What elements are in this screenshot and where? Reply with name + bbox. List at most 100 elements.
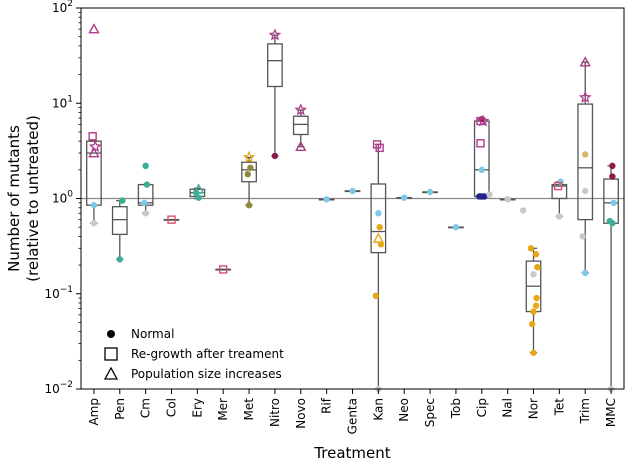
point-tet: [556, 213, 563, 220]
box-trim: [577, 61, 594, 274]
point-kan: [377, 241, 385, 248]
x-tick-label-mmc: MMC: [604, 398, 618, 427]
legend-triangle-icon: [103, 366, 119, 380]
point-kan: [376, 223, 383, 231]
box-iqr: [577, 103, 594, 221]
box-amp: [86, 140, 102, 224]
box-iqr: [267, 43, 283, 88]
point-nor: [530, 271, 537, 278]
point-met: [247, 164, 254, 172]
point-nor: [519, 207, 527, 214]
box-nitro: [267, 34, 283, 157]
legend-circle-icon: [107, 330, 115, 338]
point-kan: [372, 292, 379, 300]
x-tick-label-mer: Mer: [216, 398, 230, 421]
point-nitro: [268, 28, 282, 41]
x-tick-label-cip: Cip: [475, 398, 489, 417]
x-tick-label-rif: Rif: [320, 397, 334, 414]
point-amp: [90, 202, 98, 209]
point-trim: [579, 233, 586, 240]
point-met: [245, 202, 253, 209]
legend-square-icon: [104, 347, 118, 361]
point-tet: [553, 181, 563, 191]
box-mer: [215, 268, 232, 271]
point-mmc: [609, 173, 616, 180]
point-novo: [295, 140, 307, 151]
x-tick-label-col: Col: [165, 398, 179, 417]
point-met: [244, 170, 251, 178]
legend-item-circle: Normal: [107, 327, 174, 341]
x-tick-label-kan: Kan: [371, 398, 385, 421]
point-cip: [476, 139, 485, 148]
point-trim: [582, 187, 589, 195]
point-cip: [486, 191, 493, 198]
point-nor: [532, 302, 540, 309]
point-mer: [219, 265, 228, 274]
point-novo: [294, 103, 308, 116]
point-nor: [530, 349, 537, 356]
point-kan: [372, 232, 385, 243]
point-tob: [452, 223, 460, 231]
x-tick-label-met: Met: [242, 398, 256, 421]
x-tick-label-ery: Ery: [190, 398, 204, 418]
y-tick-label: 101: [52, 94, 73, 110]
point-nor: [534, 263, 541, 271]
point-pen: [119, 197, 126, 204]
x-tick-label-pen: Pen: [113, 398, 127, 420]
point-mmc: [610, 199, 617, 207]
x-tick-label-nor: Nor: [527, 398, 541, 419]
point-trim: [582, 151, 589, 158]
point-nor: [527, 245, 535, 252]
point-cm: [141, 199, 148, 207]
y-tick-label: 10−2: [44, 380, 73, 396]
point-nor: [529, 320, 536, 328]
point-ery: [195, 194, 202, 201]
point-cm: [142, 210, 149, 217]
box-iqr: [473, 120, 490, 198]
point-amp: [88, 147, 100, 158]
point-nal: [504, 196, 511, 203]
point-nor: [532, 251, 540, 258]
x-tick-label-tet: Tet: [552, 398, 566, 417]
point-nitro: [271, 152, 279, 160]
point-col: [167, 215, 176, 224]
point-trim: [582, 269, 589, 277]
legend-label: Normal: [131, 327, 174, 341]
point-kan: [375, 210, 382, 217]
point-neo: [401, 194, 408, 201]
box-iqr: [241, 161, 257, 183]
box-pen: [111, 199, 128, 260]
legend-label: Population size increases: [131, 367, 282, 381]
box-iqr: [292, 115, 309, 136]
point-pen: [116, 256, 123, 263]
box-col: [163, 218, 180, 221]
point-ery: [192, 189, 200, 196]
point-amp: [90, 220, 98, 227]
point-cm: [143, 181, 151, 188]
box-cip: [473, 117, 490, 198]
point-rif: [323, 196, 330, 203]
x-tick-label-cm: Cm: [139, 398, 153, 418]
x-tick-label-spec: Spec: [423, 398, 437, 427]
legend-item-triangle: Population size increases: [103, 366, 282, 381]
point-trim: [579, 56, 591, 67]
x-tick-label-amp: Amp: [87, 398, 101, 426]
y-tick-label: 102: [52, 0, 73, 15]
x-tick-label-novo: Novo: [294, 398, 308, 429]
point-nor: [533, 294, 540, 302]
point-nor: [530, 308, 537, 315]
legend-label: Re-growth after treament: [131, 347, 284, 361]
point-cip: [476, 116, 485, 126]
x-tick-label-neo: Neo: [397, 398, 411, 422]
x-tick-label-tob: Tob: [449, 398, 463, 419]
point-mmc: [609, 162, 616, 170]
y-tick-label: 10−1: [44, 285, 73, 301]
point-cm: [142, 162, 149, 170]
point-kan: [375, 143, 384, 153]
y-axis-title-line2: (relative to untreated): [24, 115, 42, 282]
y-axis-title-line1: Number of mutants: [5, 125, 23, 272]
point-trim: [578, 90, 592, 103]
point-tet: [557, 178, 564, 185]
legend: Normal Re-growth after treament Population…: [103, 327, 284, 381]
